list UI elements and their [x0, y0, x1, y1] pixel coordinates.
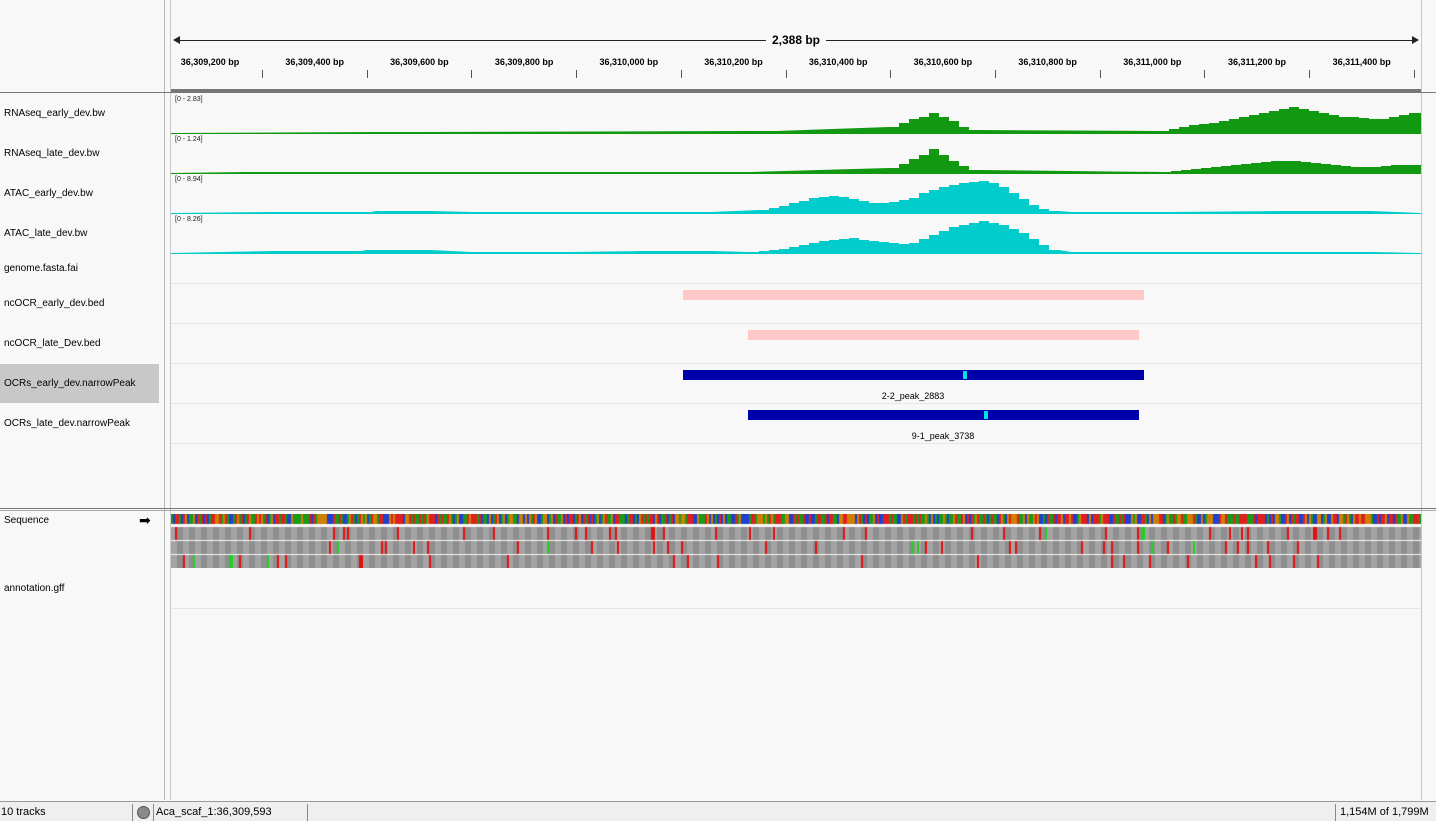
tick-mark — [785, 70, 787, 78]
tick-mark — [1413, 70, 1415, 78]
tick-label: 36,310,200 bp — [704, 57, 763, 67]
row-line — [171, 363, 1421, 364]
data-range-label: [0 - 2.83] — [175, 96, 203, 103]
tick-mark — [1099, 70, 1101, 78]
panel-divider[interactable] — [164, 0, 165, 800]
track-name-rnaseq-early[interactable]: RNAseq_early_dev.bw — [4, 108, 105, 119]
rnaseq-late-signal[interactable] — [171, 134, 1421, 174]
status-divider — [1335, 804, 1336, 821]
data-panel-left-border — [170, 0, 171, 800]
ruler-base — [171, 89, 1421, 92]
rnaseq-early-signal[interactable] — [171, 94, 1421, 134]
status-bar: 10 tracks Aca_scaf_1:36,309,593 1,154M o… — [0, 801, 1436, 821]
ncocr-late-feature[interactable] — [748, 330, 1139, 340]
row-line — [171, 323, 1421, 324]
tick-mark — [890, 70, 892, 78]
tick-mark — [471, 70, 473, 78]
tick-label: 36,310,000 bp — [599, 57, 659, 67]
status-indicator-icon — [137, 806, 150, 819]
sequence-track[interactable] — [171, 514, 1421, 568]
peak-summit-marker — [984, 411, 988, 419]
tick-label: 36,310,600 bp — [913, 57, 973, 67]
atac-early-signal[interactable] — [171, 174, 1421, 214]
track-name-panel: RNAseq_early_dev.bw RNAseq_late_dev.bw A… — [0, 0, 160, 800]
track-name-ocrs-early[interactable]: OCRs_early_dev.narrowPeak — [0, 364, 159, 403]
data-range-label: [0 - 8.94] — [175, 176, 203, 183]
track-name-rnaseq-late[interactable]: RNAseq_late_dev.bw — [4, 148, 100, 159]
tick-mark — [680, 70, 682, 78]
tick-label: 36,310,800 bp — [1018, 57, 1077, 67]
ocrs-early-peak-feature[interactable] — [683, 370, 1144, 380]
data-range-label: [0 - 8.26] — [175, 216, 203, 223]
status-divider — [132, 804, 133, 821]
track-name-ncocr-late[interactable]: ncOCR_late_Dev.bed — [4, 338, 101, 349]
data-panel-right-border — [1421, 0, 1422, 800]
tick-label: 36,311,400 bp — [1332, 57, 1391, 67]
row-line — [171, 403, 1421, 404]
track-name-ncocr-early[interactable]: ncOCR_early_dev.bed — [4, 298, 105, 309]
track-count: 10 tracks — [1, 806, 46, 818]
strand-arrow-icon[interactable]: ➡ — [139, 512, 151, 528]
ruler-separator — [0, 92, 1436, 93]
peak-summit-marker — [963, 371, 967, 379]
track-name-ocrs-late[interactable]: OCRs_late_dev.narrowPeak — [4, 418, 130, 429]
tick-label: 36,311,000 bp — [1123, 57, 1182, 67]
panel-separator-shadow — [0, 510, 1436, 511]
status-divider — [153, 804, 154, 821]
ocrs-late-peak-feature[interactable] — [748, 410, 1139, 420]
tick-label: 36,309,200 bp — [180, 57, 240, 67]
track-name-atac-late[interactable]: ATAC_late_dev.bw — [4, 228, 88, 239]
ruler[interactable]: 2,388 bp 36,309,200 bp 36,309,400 bp 36,30… — [171, 0, 1421, 92]
row-line — [171, 608, 1421, 609]
tick-mark — [1309, 70, 1310, 78]
feature-label: 2-2_peak_2883 — [881, 391, 945, 401]
tick-mark — [576, 70, 578, 78]
span-right-arrow-icon — [1412, 36, 1419, 44]
track-name-genome-fai[interactable]: genome.fasta.fai — [4, 263, 78, 274]
span-left-arrow-icon — [173, 36, 180, 44]
tick-mark — [366, 70, 368, 78]
tick-label: 36,310,400 bp — [808, 57, 868, 67]
tick-mark — [262, 70, 263, 78]
panel-separator[interactable] — [0, 508, 1436, 509]
tick-label: 36,309,600 bp — [390, 57, 449, 67]
tick-mark — [994, 70, 996, 78]
status-divider — [307, 804, 308, 821]
track-name-annotation[interactable]: annotation.gff — [4, 583, 65, 594]
tick-label: 36,309,400 bp — [285, 57, 344, 67]
ncocr-early-feature[interactable] — [683, 290, 1144, 300]
track-name-sequence[interactable]: Sequence — [4, 515, 50, 526]
feature-label: 9-1_peak_3738 — [911, 431, 975, 441]
row-line — [171, 283, 1421, 284]
tick-label: 36,309,800 bp — [494, 57, 554, 67]
data-range-label: [0 - 1.24] — [175, 136, 203, 143]
atac-late-signal[interactable] — [171, 214, 1421, 254]
row-line — [171, 443, 1421, 444]
track-name-atac-early[interactable]: ATAC_early_dev.bw — [4, 188, 93, 199]
tick-mark — [1204, 70, 1206, 78]
tick-label: 36,311,200 bp — [1227, 57, 1287, 67]
locus-readout: Aca_scaf_1:36,309,593 — [156, 806, 272, 818]
span-label: 2,388 bp — [765, 33, 827, 47]
memory-readout: 1,154M of 1,799M — [1340, 806, 1429, 818]
